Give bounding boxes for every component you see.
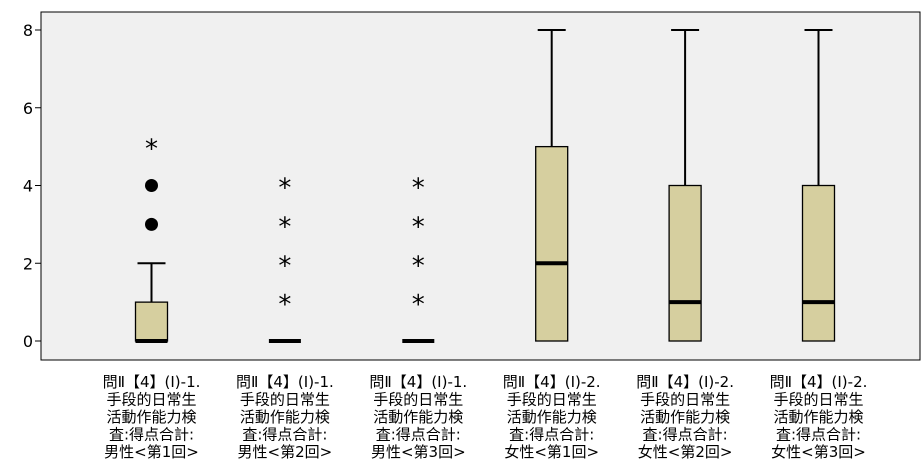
x-axis-labels: 問Ⅱ【4】(I)-1.手段的日常生活動作能力検査:得点合計:男性<第1回> 問Ⅱ【… bbox=[103, 373, 868, 461]
extreme-point: * bbox=[412, 174, 425, 204]
x-category-label: 問Ⅱ【4】(I)-2.手段的日常生活動作能力検査:得点合計:女性<第2回> bbox=[636, 373, 734, 461]
box bbox=[801, 184, 836, 342]
plot-area bbox=[40, 11, 921, 361]
extreme-point: * bbox=[412, 290, 425, 320]
box-group: * bbox=[134, 135, 169, 343]
box bbox=[134, 301, 169, 342]
box-group: * * * * bbox=[268, 174, 301, 343]
extreme-point: * bbox=[278, 290, 291, 320]
y-tick-label: 0 bbox=[23, 332, 33, 351]
outlier-point bbox=[145, 217, 158, 231]
x-category-label: 問Ⅱ【4】(I)-2.手段的日常生活動作能力検査:得点合計:女性<第1回> bbox=[503, 373, 601, 461]
x-category-label: 問Ⅱ【4】(I)-2.手段的日常生活動作能力検査:得点合計:女性<第3回> bbox=[770, 373, 868, 461]
outlier-point bbox=[145, 179, 158, 192]
extreme-point: * bbox=[412, 251, 425, 281]
extreme-point: * bbox=[145, 135, 158, 165]
box-group: * * * * bbox=[402, 174, 435, 343]
x-category-label: 問Ⅱ【4】(I)-1.手段的日常生活動作能力検査:得点合計:男性<第2回> bbox=[236, 373, 334, 461]
box-group bbox=[801, 29, 836, 342]
extreme-point: * bbox=[278, 174, 291, 204]
y-tick-label: 8 bbox=[23, 21, 33, 40]
box-group bbox=[535, 29, 569, 342]
extreme-point: * bbox=[278, 212, 291, 242]
y-tick-label: 2 bbox=[23, 254, 33, 273]
extreme-point: * bbox=[412, 212, 425, 242]
x-category-label: 問Ⅱ【4】(I)-1.手段的日常生活動作能力検査:得点合計:男性<第3回> bbox=[369, 373, 467, 461]
x-category-label: 問Ⅱ【4】(I)-1.手段的日常生活動作能力検査:得点合計:男性<第1回> bbox=[103, 373, 201, 461]
y-axis: 0 2 4 6 8 bbox=[23, 21, 41, 351]
box-group bbox=[668, 29, 702, 342]
boxes: * * * * * * * * * bbox=[134, 29, 836, 343]
extreme-point: * bbox=[278, 251, 291, 281]
y-tick-label: 6 bbox=[23, 99, 33, 118]
box bbox=[535, 145, 569, 342]
box bbox=[668, 184, 702, 342]
y-tick-label: 4 bbox=[23, 177, 33, 196]
